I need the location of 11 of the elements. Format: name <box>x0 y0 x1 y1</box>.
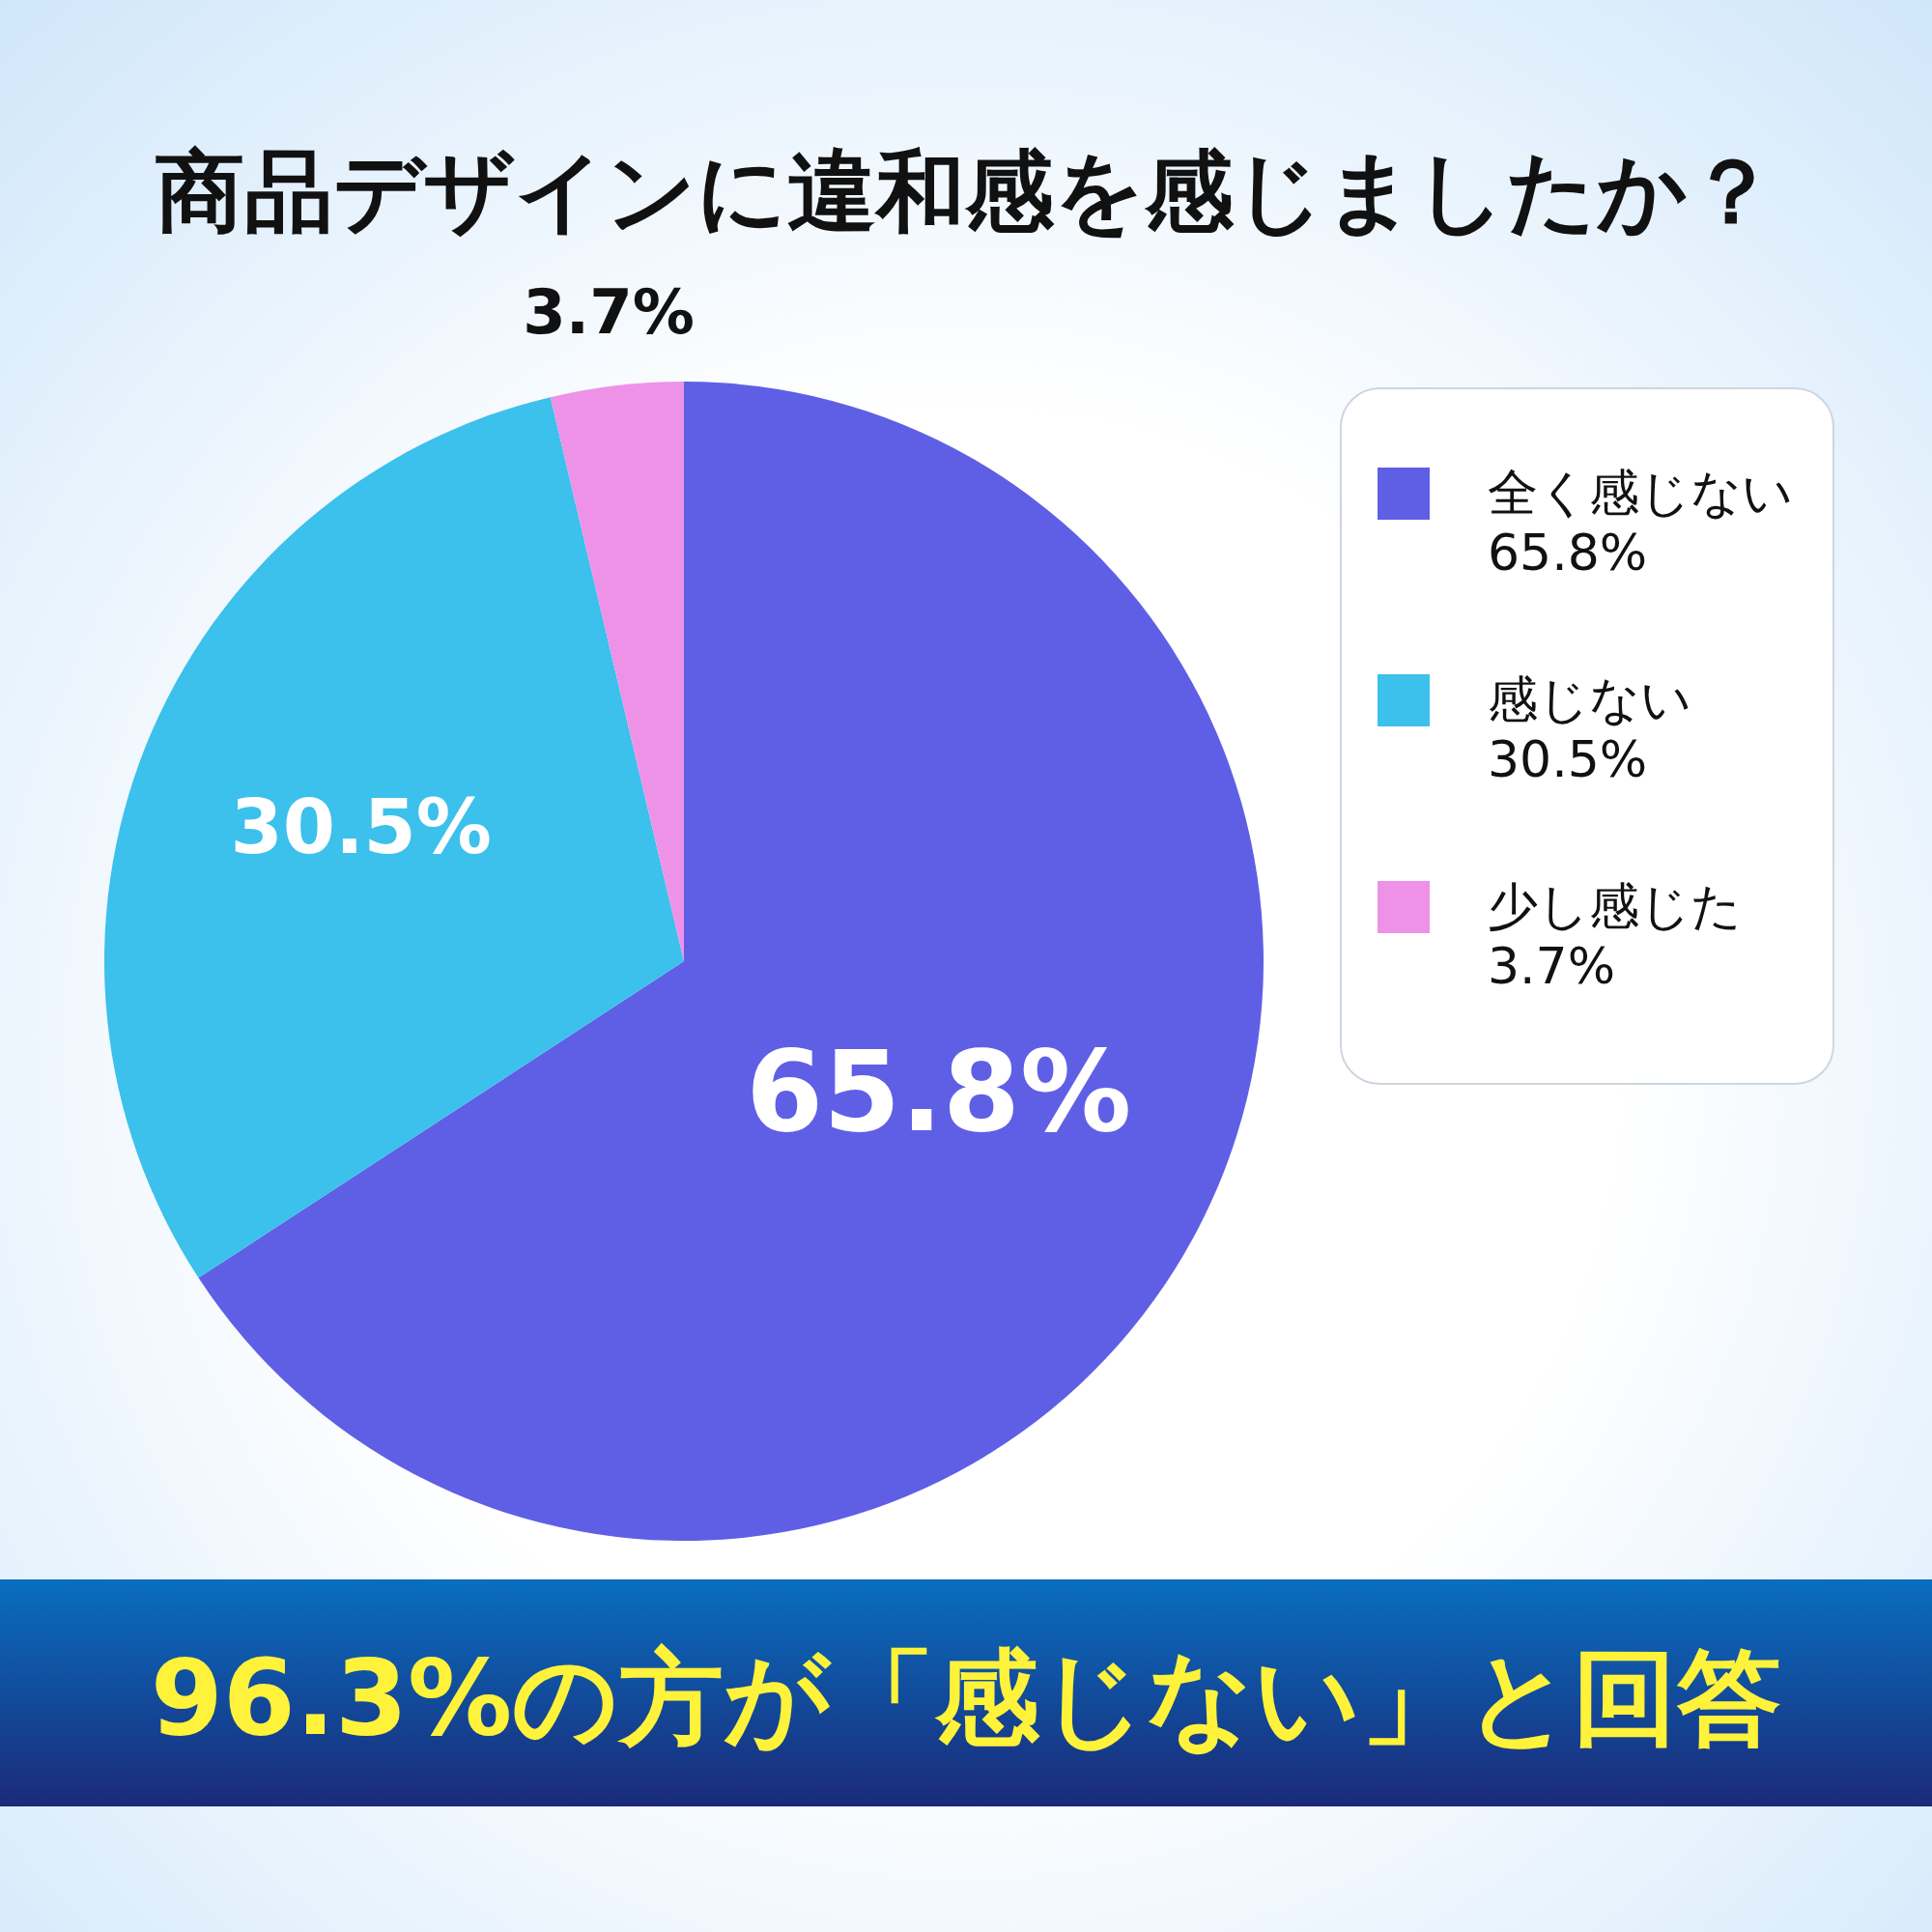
data-label: 3.7% <box>523 276 695 349</box>
data-label: 30.5% <box>230 782 492 870</box>
legend-label: 全く感じない <box>1488 464 1793 522</box>
chart-title: 商品デザインに違和感を感じましたか？ <box>156 140 1776 243</box>
text: 96.3%の方が「感じない」と回答 <box>150 1637 1782 1758</box>
legend-label: 少し感じた <box>1488 877 1742 935</box>
text: 65.8% <box>1488 524 1648 582</box>
text: 30.5% <box>1488 730 1648 788</box>
data-label: 65.8% <box>746 1026 1132 1156</box>
legend-label: 感じない <box>1488 670 1691 728</box>
text: 3.7% <box>1488 937 1616 995</box>
